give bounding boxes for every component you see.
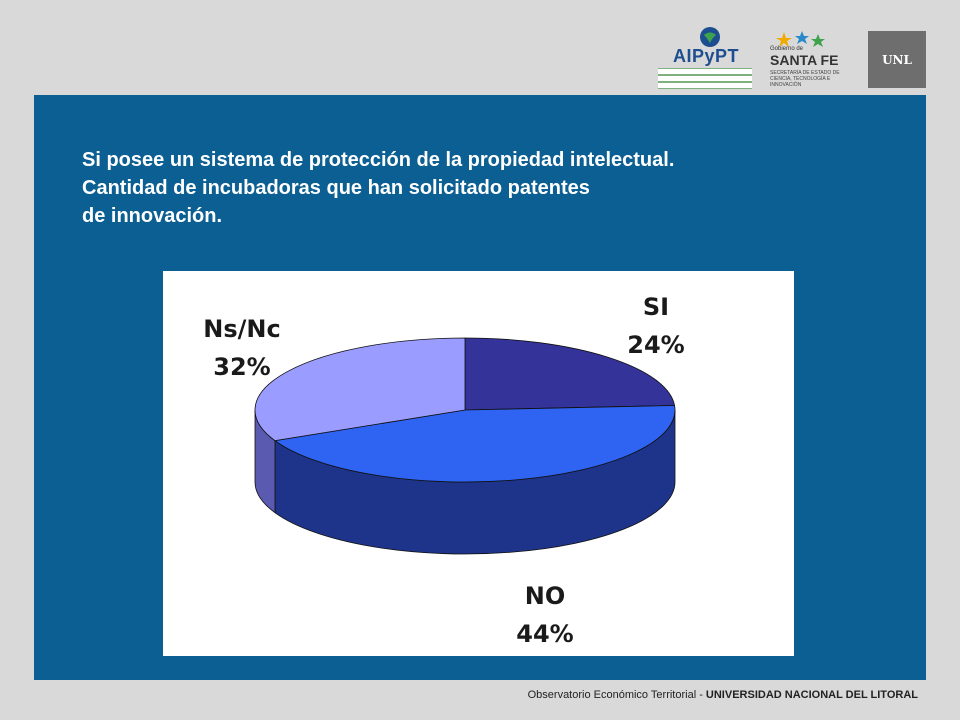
- chart-container: SI 24% NO 44% Ns/Nc 32%: [163, 271, 794, 656]
- footer: Observatorio Económico Territorial - UNI…: [0, 689, 918, 701]
- slide-title: Si posee un sistema de protección de la …: [82, 146, 902, 230]
- pie-label-ns-nc: Ns/Nc: [203, 315, 280, 343]
- santafe-logo: Gobierno de SANTA FE SECRETARÍA DE ESTAD…: [768, 30, 858, 88]
- footer-university: UNIVERSIDAD NACIONAL DEL LITORAL: [705, 689, 918, 701]
- aipypt-line-1: [658, 68, 752, 75]
- santafe-gobierno-text: Gobierno de: [770, 46, 804, 52]
- aipypt-logo: AIPyPT: [655, 24, 755, 89]
- santafe-subtitle-text: SECRETARÍA DE ESTADO DE CIENCIA, TECNOLO…: [770, 70, 840, 88]
- pie-chart: SI 24% NO 44% Ns/Nc 32%: [203, 293, 684, 648]
- pie-value-no: 44%: [516, 620, 573, 648]
- santafe-name-text: SANTA FE: [770, 52, 839, 68]
- logos-bar: AIPyPT Gobierno de SANTA FE SECRETARÍA D…: [0, 0, 960, 95]
- title-line-2: Cantidad de incubadoras que han solicita…: [82, 177, 590, 199]
- pie-label-si: SI: [643, 293, 669, 321]
- footer-prefix: Observatorio Económico Territorial -: [527, 689, 706, 701]
- stars-icon: [776, 31, 825, 47]
- pie-label-no: NO: [525, 582, 566, 610]
- pie-value-si: 24%: [627, 331, 684, 359]
- aipypt-logo-text: AIPyPT: [673, 46, 740, 66]
- aipypt-line-2: [658, 75, 752, 82]
- title-line-1: Si posee un sistema de protección de la …: [82, 149, 675, 171]
- pie-slice-si: [464, 337, 676, 411]
- unl-logo: UNL: [868, 31, 926, 88]
- pie-value-ns-nc: 32%: [213, 353, 270, 381]
- title-line-3: de innovación.: [82, 205, 223, 227]
- aipypt-line-3: [658, 82, 752, 89]
- globe-icon: [700, 27, 720, 47]
- pie-slice-ns-nc: [254, 337, 466, 442]
